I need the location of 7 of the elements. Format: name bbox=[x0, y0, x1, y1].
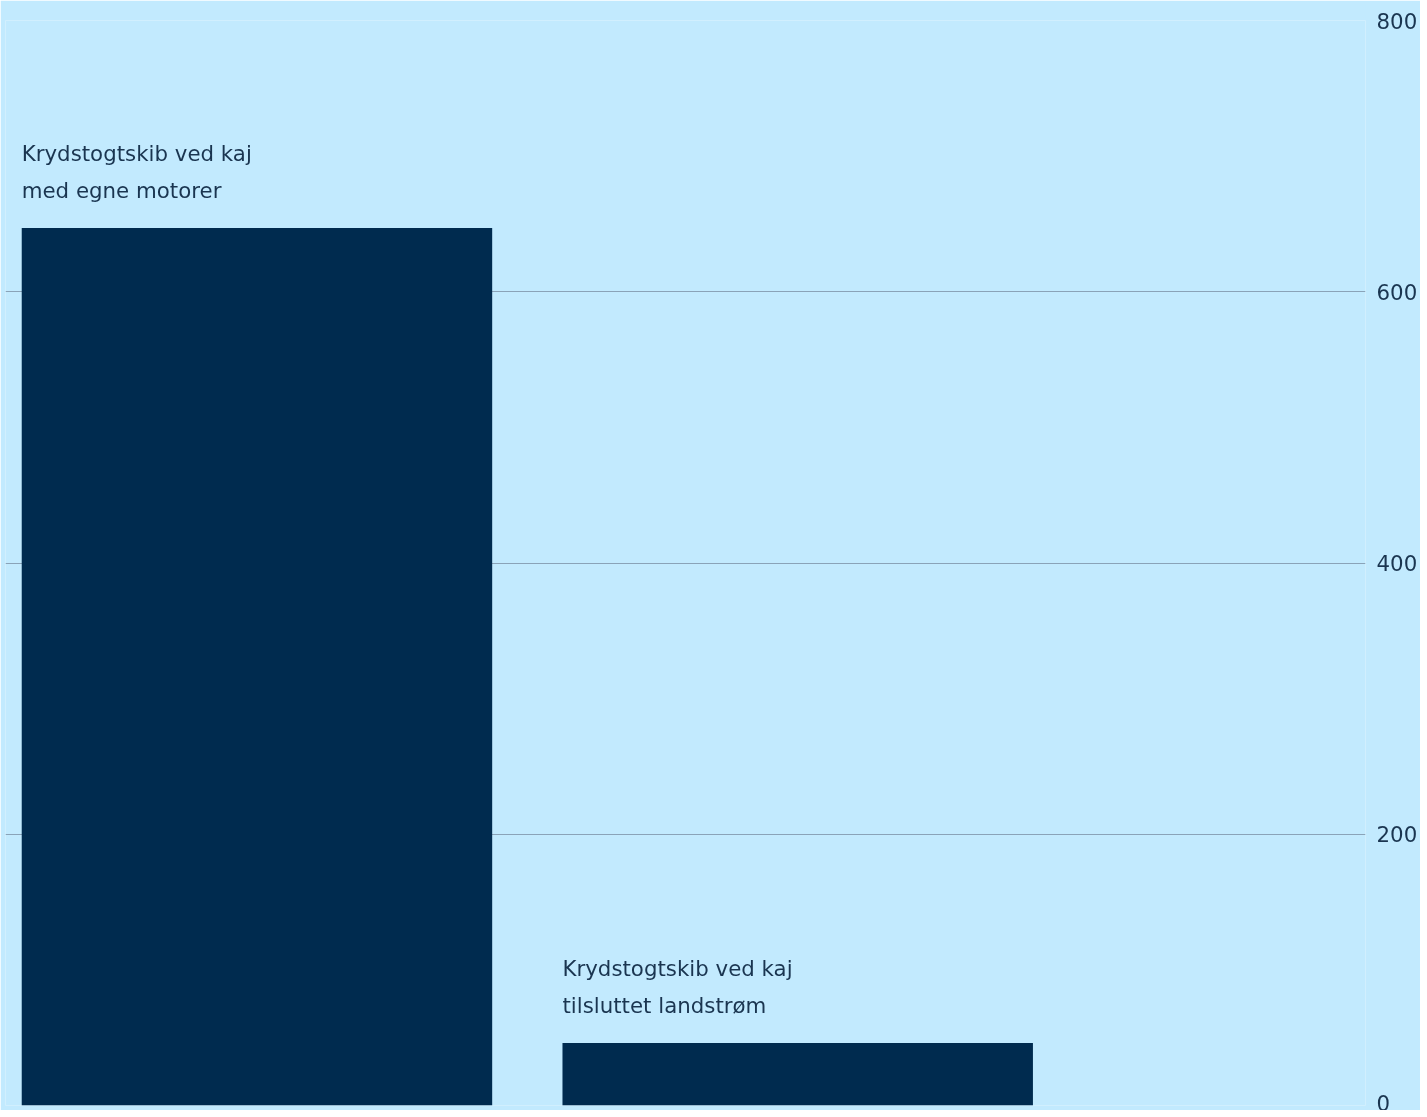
x-tick-label: Krydstogtskib ved kaj med egne motorer bbox=[21, 140, 252, 204]
x-tick-label: Krydstogtskib ved kaj tilsluttet landstrøm bbox=[562, 955, 793, 1019]
y-tick-label: 400 bbox=[1376, 551, 1418, 576]
y-tick-label: 200 bbox=[1376, 822, 1418, 848]
y-tick-label: 600 bbox=[1376, 279, 1418, 305]
y-tick-label: 800 bbox=[1376, 8, 1418, 34]
y-tick-label: 0 bbox=[1376, 1090, 1391, 1116]
